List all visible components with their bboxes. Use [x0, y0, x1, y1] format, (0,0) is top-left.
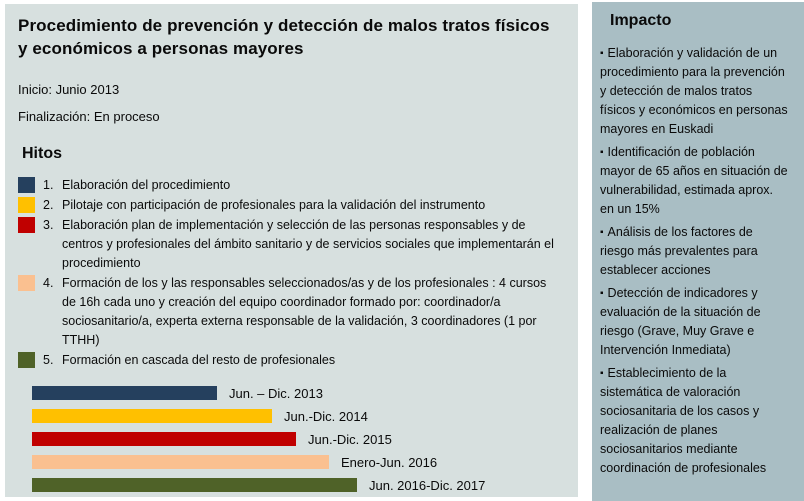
timeline-row-2: Jun.-Dic. 2014 — [32, 408, 562, 424]
milestone-1-color-swatch — [18, 177, 35, 193]
impact-text: Identificación de población mayor de 65 … — [600, 145, 788, 216]
milestones-heading: Hitos — [22, 145, 62, 162]
timeline-bar-label: Jun.-Dic. 2015 — [308, 431, 392, 447]
timeline-row-3: Jun.-Dic. 2015 — [32, 431, 562, 447]
timeline-bar-label: Jun. – Dic. 2013 — [229, 385, 323, 401]
milestone-5-color-swatch — [18, 352, 35, 368]
impact-text: Elaboración y validación de un procedimi… — [600, 46, 788, 136]
timeline-bar-3 — [32, 432, 296, 446]
impact-item-3: ▪ Análisis de los factores de riesgo más … — [600, 223, 790, 280]
milestone-number: 2. — [43, 198, 54, 212]
timeline-bar-2 — [32, 409, 272, 423]
milestone-number: 4. — [43, 276, 54, 290]
procedure-panel: Procedimiento de prevención y detección … — [5, 4, 578, 497]
timeline-bar-label: Enero-Jun. 2016 — [341, 454, 438, 470]
start-date-label: Inicio: Junio 2013 — [18, 82, 120, 97]
milestone-number: 3. — [43, 218, 54, 232]
milestone-text: Elaboración plan de implementación y sel… — [62, 218, 554, 270]
milestone-text: Pilotaje con participación de profesiona… — [62, 198, 486, 212]
milestone-list: 1. Elaboración del procedimiento 2. Pilo… — [18, 176, 562, 370]
end-date-label: Finalización: En proceso — [18, 109, 160, 124]
impact-item-1: ▪ Elaboración y validación de un procedim… — [600, 44, 790, 139]
bullet-square-icon: ▪ — [600, 48, 604, 59]
timeline-row-5: Jun. 2016-Dic. 2017 — [32, 477, 562, 493]
milestone-2-color-swatch — [18, 197, 35, 213]
timeline-bar-5 — [32, 478, 357, 492]
impact-item-4: ▪ Detección de indicadores y evaluación d… — [600, 284, 790, 360]
impact-heading: Impacto — [610, 12, 672, 29]
milestone-3-color-swatch — [18, 217, 35, 233]
bullet-square-icon: ▪ — [600, 368, 604, 379]
impact-panel: Impacto ▪ Elaboración y validación de un … — [592, 2, 804, 501]
timeline-bar-label: Jun. 2016-Dic. 2017 — [369, 477, 486, 493]
timeline-bar-4 — [32, 455, 329, 469]
milestone-item-3: 3. Elaboración plan de implementación y … — [18, 216, 562, 273]
bullet-square-icon: ▪ — [600, 147, 604, 158]
timeline-row-1: Jun. – Dic. 2013 — [32, 385, 562, 401]
milestone-4-color-swatch — [18, 275, 35, 291]
impact-item-2: ▪ Identificación de población mayor de 65… — [600, 143, 790, 219]
milestone-text: Formación de los y las responsables sele… — [62, 276, 547, 347]
milestone-item-2: 2. Pilotaje con participación de profesi… — [18, 196, 562, 215]
milestone-item-1: 1. Elaboración del procedimiento — [18, 176, 562, 195]
milestone-text: Elaboración del procedimiento — [62, 178, 231, 192]
page-title: Procedimiento de prevención y detección … — [18, 16, 550, 58]
impact-text: Análisis de los factores de riesgo más p… — [600, 225, 758, 277]
timeline-bar-1 — [32, 386, 217, 400]
bullet-square-icon: ▪ — [600, 227, 604, 238]
impact-list: ▪ Elaboración y validación de un procedim… — [600, 44, 790, 478]
impact-text: Detección de indicadores y evaluación de… — [600, 286, 761, 357]
impact-item-5: ▪ Establecimiento de la sistemática de va… — [600, 364, 790, 478]
bullet-square-icon: ▪ — [600, 288, 604, 299]
impact-text: Establecimiento de la sistemática de val… — [600, 366, 767, 475]
timeline-bar-label: Jun.-Dic. 2014 — [284, 408, 368, 424]
timeline-chart: Jun. – Dic. 2013 Jun.-Dic. 2014 Jun.-Dic… — [32, 385, 562, 493]
milestone-number: 1. — [43, 178, 54, 192]
milestone-number: 5. — [43, 353, 54, 367]
milestone-item-5: 5. Formación en cascada del resto de pro… — [18, 351, 562, 370]
timeline-row-4: Enero-Jun. 2016 — [32, 454, 562, 470]
milestone-item-4: 4. Formación de los y las responsables s… — [18, 274, 562, 350]
milestone-text: Formación en cascada del resto de profes… — [62, 353, 336, 367]
